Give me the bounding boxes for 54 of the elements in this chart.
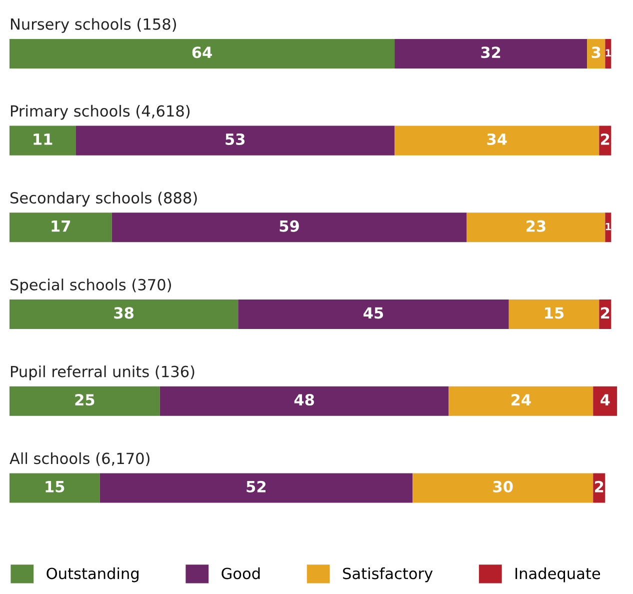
bar xyxy=(412,473,594,503)
bar xyxy=(9,38,395,68)
bar xyxy=(9,212,112,242)
data-label: 38 xyxy=(114,307,134,319)
bar xyxy=(605,38,612,68)
data-label: 24 xyxy=(511,394,531,406)
y-tick-label: Nursery schools (158) xyxy=(10,18,176,33)
data-label: 17 xyxy=(52,220,70,232)
data-label: 45 xyxy=(364,307,384,319)
legend-label: Good xyxy=(222,567,260,580)
data-label: 34 xyxy=(487,133,507,145)
data-label: 2 xyxy=(601,307,610,318)
data-label: 2 xyxy=(601,133,610,145)
data-label: 59 xyxy=(280,220,299,232)
bar xyxy=(76,126,395,156)
y-tick-label: Pupil referral units (136) xyxy=(10,365,194,380)
legend-label: Satisfactory xyxy=(343,567,433,582)
bar xyxy=(160,386,449,416)
bar xyxy=(593,386,618,416)
bar xyxy=(238,300,509,330)
bar xyxy=(508,300,600,330)
y-tick-label: Primary schools (4,618) xyxy=(10,104,190,120)
data-label: 3 xyxy=(592,46,600,58)
bar xyxy=(100,473,413,503)
data-label: 4 xyxy=(600,394,610,406)
data-label: 52 xyxy=(246,480,266,492)
data-label: 32 xyxy=(481,46,500,58)
data-label: 53 xyxy=(226,133,245,145)
data-label: 1 xyxy=(606,223,611,230)
data-label: 64 xyxy=(192,46,212,58)
data-label: 30 xyxy=(493,480,513,492)
bar xyxy=(466,212,606,242)
bar xyxy=(394,38,588,68)
data-label: 23 xyxy=(526,220,546,232)
data-label: 2 xyxy=(595,480,604,492)
data-label: 25 xyxy=(75,394,94,406)
bar xyxy=(112,212,467,242)
bar xyxy=(605,212,612,242)
bar xyxy=(448,386,594,416)
bar xyxy=(394,126,600,156)
data-label: 11 xyxy=(34,134,52,145)
data-label: 48 xyxy=(294,394,314,406)
data-label: 15 xyxy=(46,481,64,492)
y-tick-label: All schools (6,170) xyxy=(10,452,150,466)
bar xyxy=(9,126,76,156)
y-tick-label: Special schools (370) xyxy=(10,278,171,294)
y-tick-label: Secondary schools (888) xyxy=(10,192,197,207)
bar xyxy=(9,473,100,503)
legend-label: Inadequate xyxy=(516,567,600,582)
data-label: 15 xyxy=(545,307,564,319)
legend-label: Outstanding xyxy=(46,567,138,582)
bar xyxy=(9,300,238,330)
bar xyxy=(9,386,160,416)
data-label: 1 xyxy=(606,49,611,56)
